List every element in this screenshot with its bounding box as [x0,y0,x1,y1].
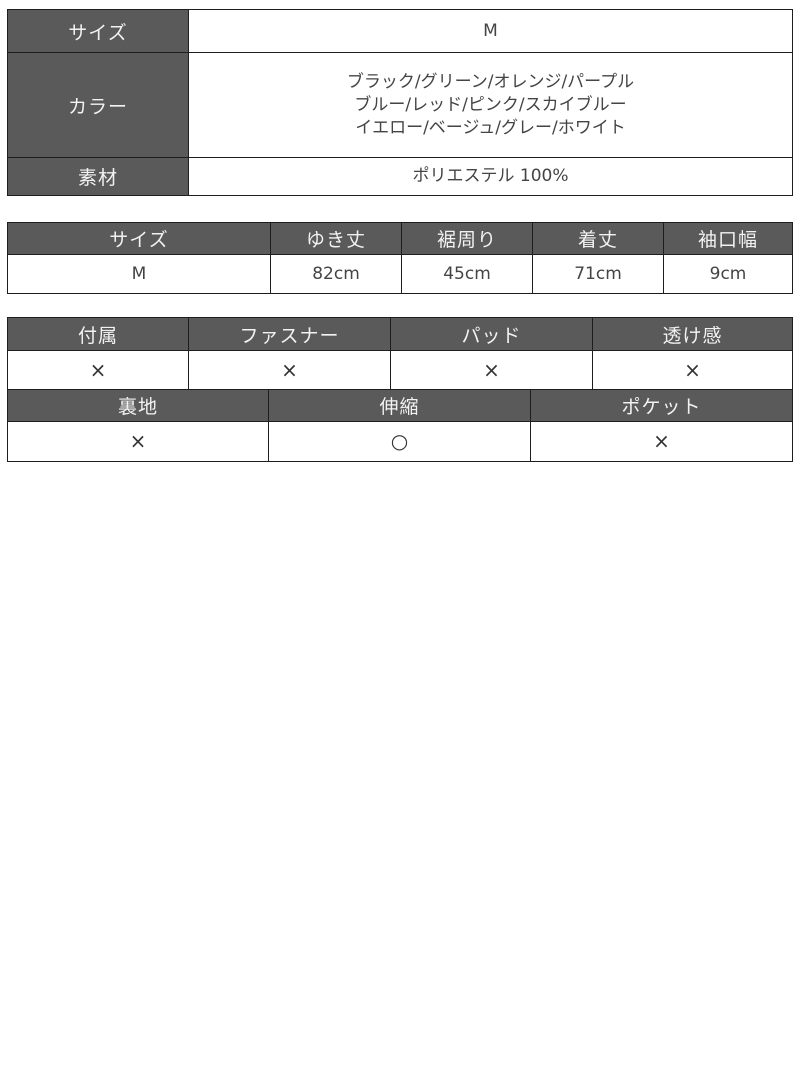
feature-cell: × [390,350,593,390]
feature-cell: × [592,350,793,390]
feature-header: 透け感 [592,317,793,351]
feature-header: 伸縮 [268,389,531,422]
spec-label-size: サイズ [7,9,189,53]
spec-value-color: ブラック/グリーン/オレンジ/パープル ブルー/レッド/ピンク/スカイブルー イ… [188,52,793,158]
feature-cell: × [7,350,189,390]
feature-cell: × [530,421,793,462]
feature-cell: × [7,421,269,462]
spec-value-line: イエロー/ベージュ/グレー/ホワイト [355,117,626,138]
size-header: サイズ [7,222,271,255]
feature-header: 付属 [7,317,189,351]
feature-cell: ○ [268,421,531,462]
spec-value-line: ポリエステル 100% [412,166,569,186]
feature-header: パッド [390,317,593,351]
spec-value-line: ブルー/レッド/ピンク/スカイブルー [354,94,627,115]
size-cell: M [7,254,271,294]
size-cell: 71cm [532,254,664,294]
spec-label-material: 素材 [7,157,189,196]
size-header: 袖口幅 [663,222,793,255]
spec-value-line: M [483,20,498,41]
feature-header: ファスナー [188,317,391,351]
size-header: ゆき丈 [270,222,402,255]
feature-header: ポケット [530,389,793,422]
spec-label-color: カラー [7,52,189,158]
size-cell: 45cm [401,254,533,294]
feature-cell: × [188,350,391,390]
feature-header: 裏地 [7,389,269,422]
size-cell: 9cm [663,254,793,294]
spec-value-line: ブラック/グリーン/オレンジ/パープル [346,71,635,92]
size-cell: 82cm [270,254,402,294]
spec-value-material: ポリエステル 100% [188,157,793,196]
spec-value-size: M [188,9,793,53]
size-header: 着丈 [532,222,664,255]
size-header: 裾周り [401,222,533,255]
